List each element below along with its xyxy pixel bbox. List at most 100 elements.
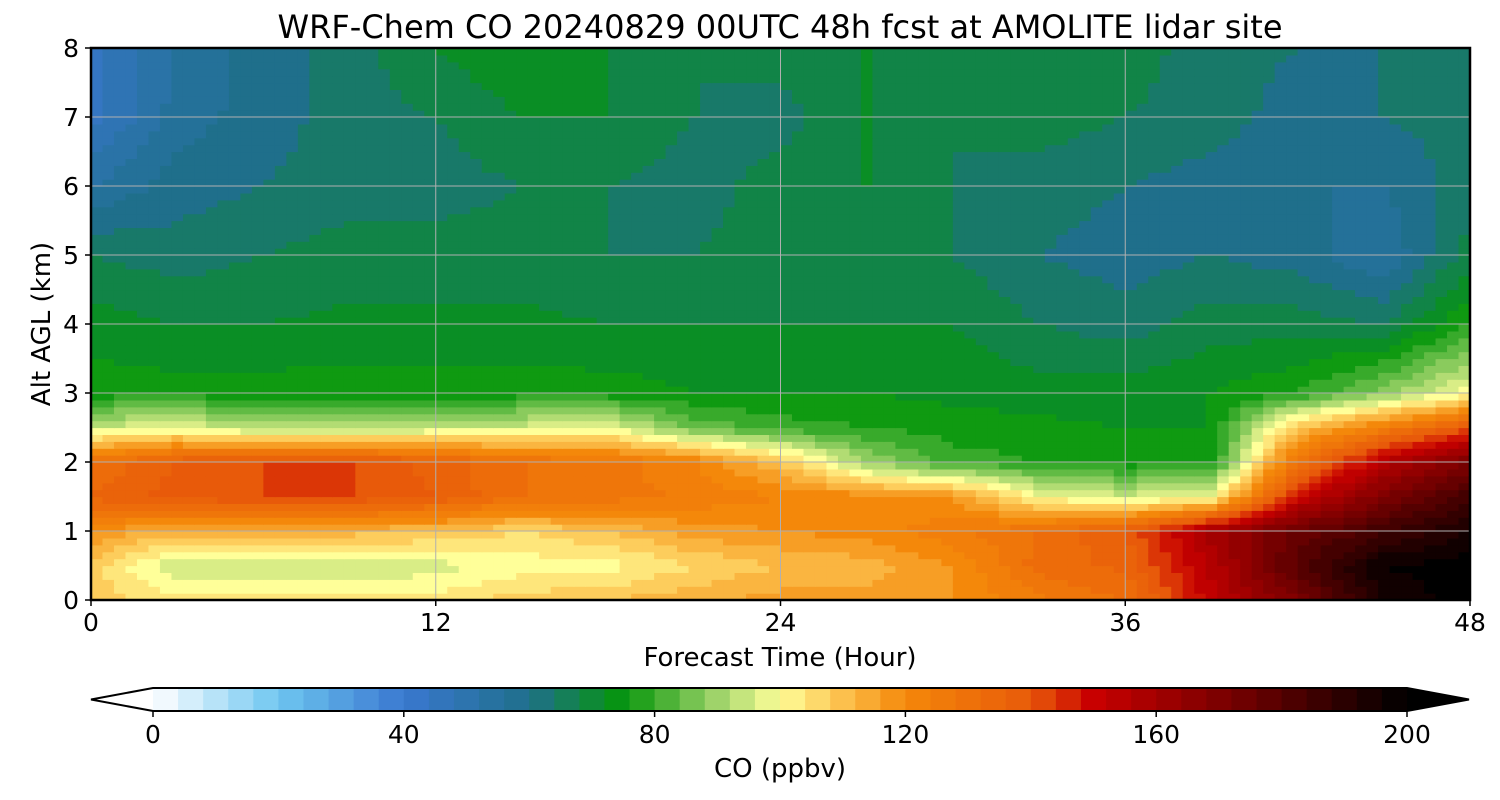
field-cell xyxy=(803,379,816,387)
field-cell xyxy=(769,551,782,560)
field-cell xyxy=(608,503,621,511)
field-cell xyxy=(447,482,460,491)
field-cell xyxy=(1205,344,1218,353)
field-cell xyxy=(1056,475,1069,484)
field-cell xyxy=(91,558,104,567)
field-cell xyxy=(1412,427,1425,435)
field-cell xyxy=(860,379,874,387)
field-cell xyxy=(1447,489,1460,498)
field-cell xyxy=(1286,420,1299,429)
field-cell xyxy=(1228,558,1241,567)
field-cell xyxy=(769,503,782,511)
field-cell xyxy=(343,372,356,380)
field-cell xyxy=(217,593,230,600)
field-cell xyxy=(1297,572,1310,580)
field-cell xyxy=(470,517,483,525)
field-cell xyxy=(205,531,219,539)
field-cell xyxy=(573,344,586,353)
field-cell xyxy=(550,420,563,429)
field-cell xyxy=(355,344,368,353)
field-cell xyxy=(366,544,379,553)
field-cell xyxy=(1401,593,1414,600)
field-cell xyxy=(814,386,828,394)
field-cell xyxy=(355,468,368,477)
field-cell xyxy=(470,379,483,387)
field-cell xyxy=(654,317,667,325)
field-cell xyxy=(1309,434,1322,442)
field-cell xyxy=(654,324,667,332)
field-cell xyxy=(355,399,368,408)
field-cell xyxy=(251,524,264,532)
field-cell xyxy=(1010,510,1023,518)
field-cell xyxy=(1102,337,1115,346)
field-cell xyxy=(1378,324,1391,332)
field-cell xyxy=(1044,317,1057,325)
field-cell xyxy=(769,372,782,380)
field-cell xyxy=(872,379,885,387)
field-cell xyxy=(1458,482,1470,491)
field-cell xyxy=(1297,365,1310,373)
field-cell xyxy=(849,482,862,491)
field-cell xyxy=(274,551,287,560)
field-cell xyxy=(757,358,770,366)
field-cell xyxy=(297,344,310,353)
field-cell xyxy=(1412,551,1425,560)
field-cell xyxy=(320,517,333,525)
field-cell xyxy=(791,448,805,456)
field-cell xyxy=(493,524,506,532)
field-cell xyxy=(424,393,437,401)
field-cell xyxy=(113,406,127,415)
field-cell xyxy=(1228,448,1241,456)
field-cell xyxy=(1355,503,1368,511)
field-cell xyxy=(1286,544,1299,553)
field-cell xyxy=(642,503,655,511)
field-cell xyxy=(297,496,310,504)
field-cell xyxy=(1251,372,1264,380)
field-cell xyxy=(1424,365,1437,373)
field-cell xyxy=(102,420,115,429)
field-cell xyxy=(619,365,632,373)
field-cell xyxy=(964,365,977,373)
field-cell xyxy=(780,420,793,429)
field-cell xyxy=(1033,503,1046,511)
field-cell xyxy=(757,475,770,484)
field-cell xyxy=(1033,317,1046,325)
field-cell xyxy=(975,344,988,353)
field-cell xyxy=(619,441,632,449)
field-cell xyxy=(1424,537,1437,546)
field-cell xyxy=(677,337,690,346)
field-cell xyxy=(1010,365,1023,373)
field-cell xyxy=(1320,324,1333,332)
field-cell xyxy=(826,579,839,587)
field-cell xyxy=(91,579,104,587)
field-cell xyxy=(700,434,713,442)
field-cell xyxy=(550,462,563,470)
field-cell xyxy=(102,531,115,539)
field-cell xyxy=(366,489,379,498)
field-cell xyxy=(1389,489,1402,498)
field-cell xyxy=(1309,537,1322,546)
field-cell xyxy=(906,324,919,332)
field-cell xyxy=(1148,337,1161,346)
field-cell xyxy=(1056,358,1069,366)
field-cell xyxy=(355,551,368,560)
field-cell xyxy=(700,462,713,470)
field-cell xyxy=(389,455,402,463)
field-cell xyxy=(1125,475,1138,484)
field-cell xyxy=(1182,351,1195,360)
field-cell xyxy=(412,434,425,442)
field-cell xyxy=(355,434,368,442)
field-cell xyxy=(1079,579,1092,587)
field-cell xyxy=(320,351,333,360)
field-cell xyxy=(286,324,299,332)
field-cell xyxy=(780,393,793,401)
field-cell xyxy=(1205,462,1218,470)
field-cell xyxy=(91,337,104,346)
field-cell xyxy=(435,310,448,318)
field-cell xyxy=(286,593,299,600)
field-cell xyxy=(895,372,908,380)
field-cell xyxy=(1366,337,1379,346)
field-cell xyxy=(516,372,529,380)
field-cell xyxy=(1447,330,1460,339)
